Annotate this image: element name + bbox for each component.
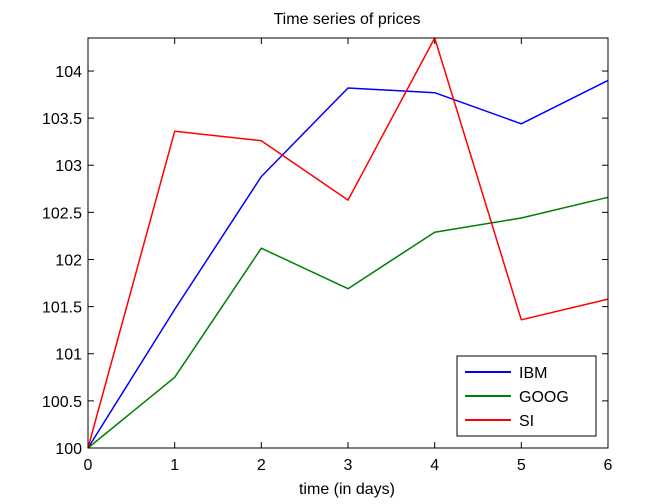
x-tick-label-6: 6: [604, 457, 613, 474]
y-tick-label-4: 102: [55, 252, 82, 269]
y-tick-label-6: 103: [55, 158, 82, 175]
legend-label-ibm: IBM: [519, 365, 547, 382]
y-tick-label-0: 100: [55, 441, 82, 458]
y-axis-ticks: 100 100.5 101 101.5 102 102.5 103 103.5 104: [42, 64, 608, 458]
y-tick-label-5: 102.5: [42, 205, 82, 222]
series-line-si: [87, 37, 609, 449]
y-tick-label-2: 101: [55, 347, 82, 364]
series-line-ibm: [87, 79, 609, 449]
plot-border: [87, 37, 609, 449]
chart-title: Time series of prices: [274, 11, 421, 28]
y-tick-label-1: 100.5: [42, 394, 82, 411]
series-lines: [87, 37, 609, 449]
x-tick-label-5: 5: [517, 457, 526, 474]
x-axis-label: time (in days): [299, 481, 395, 498]
y-tick-label-7: 103.5: [42, 111, 82, 128]
y-tick-label-3: 101.5: [42, 300, 82, 317]
series-line-goog: [87, 196, 609, 449]
y-tick-label-8: 104: [55, 64, 82, 81]
legend-label-si: SI: [519, 413, 534, 430]
x-tick-label-4: 4: [430, 457, 439, 474]
x-tick-label-1: 1: [170, 457, 179, 474]
legend-label-goog: GOOG: [519, 389, 569, 406]
x-tick-label-0: 0: [84, 457, 93, 474]
x-tick-label-2: 2: [257, 457, 266, 474]
legend: IBM GOOG SI: [456, 355, 597, 437]
x-tick-label-3: 3: [344, 457, 353, 474]
